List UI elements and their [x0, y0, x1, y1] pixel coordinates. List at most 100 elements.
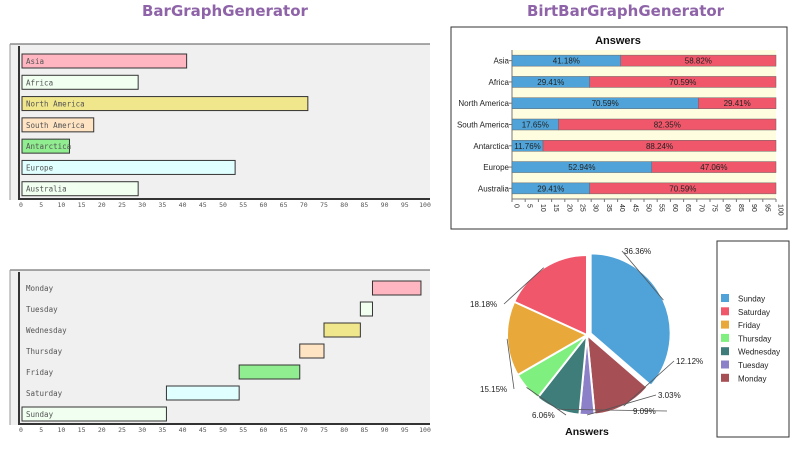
x-tick-label: 95 — [401, 201, 409, 209]
x-tick-label: 25 — [118, 201, 126, 209]
segment-label: 70.59% — [669, 78, 696, 87]
x-tick-label: 10 — [57, 426, 65, 434]
x-tick-label: 30 — [138, 426, 146, 434]
x-tick-label: 5 — [39, 201, 43, 209]
bar-label: Europe — [26, 163, 54, 172]
left-heading: BarGraphGenerator — [142, 2, 308, 20]
bar-label: Tuesday — [26, 305, 58, 314]
segment-asia-2 — [620, 54, 777, 67]
bar-europe — [21, 159, 236, 175]
segment-label: 11.76% — [514, 142, 541, 151]
bar-australia — [21, 181, 139, 197]
x-tick-label: 80 — [340, 426, 348, 434]
segment-label: 70.59% — [592, 99, 619, 108]
category-label: North America — [458, 99, 509, 108]
x-tick-label: 5 — [39, 426, 43, 434]
x-tick-label: 65 — [280, 201, 288, 209]
x-tick-label: 40 — [179, 426, 187, 434]
segment-label: 47.06% — [700, 163, 727, 172]
chart-title: Answers — [595, 35, 641, 47]
bar-wednesday — [323, 322, 361, 338]
bar-label: Monday — [26, 284, 54, 293]
x-tick-label: 0 — [19, 426, 23, 434]
bar-label: South America — [26, 121, 85, 130]
x-tick-label: 0 — [513, 204, 520, 208]
x-tick-label: 15 — [78, 201, 86, 209]
x-tick-label: 55 — [658, 204, 665, 212]
slice-label: 15.15% — [480, 385, 507, 394]
continent-stacked-bar-chart: Answers Asia 41.18% 58.82% Africa 29.41% 70.59… — [450, 26, 788, 230]
x-tick-label: 70 — [300, 426, 308, 434]
x-tick-label: 50 — [645, 204, 652, 212]
x-tick-label: 20 — [98, 201, 106, 209]
slice-label: 6.06% — [532, 411, 555, 420]
legend-swatch — [721, 373, 729, 382]
continent-bar-chart: Asia Africa North America South America Anta… — [9, 43, 431, 209]
x-tick-label: 35 — [158, 201, 166, 209]
category-label: Antarctica — [473, 142, 509, 151]
x-tick-label: 30 — [592, 204, 599, 212]
leader-line — [526, 387, 567, 416]
segment-label: 17.65% — [522, 121, 549, 130]
bar-label: Asia — [26, 57, 44, 66]
bar-africa — [21, 74, 139, 90]
segment-label: 29.41% — [537, 184, 564, 193]
bar-tuesday — [359, 301, 373, 317]
category-label: Africa — [489, 78, 510, 87]
segment-label: 58.82% — [685, 57, 712, 66]
x-tick-label: 40 — [618, 204, 625, 212]
legend-label: Saturday — [738, 308, 770, 317]
x-tick-label: 60 — [259, 201, 267, 209]
legend-label: Wednesday — [738, 348, 780, 357]
pie-title: Answers — [565, 426, 609, 438]
bar-label: Africa — [26, 78, 53, 87]
bar-asia — [21, 53, 188, 69]
category-label: Asia — [493, 57, 509, 66]
legend-label: Sunday — [738, 295, 765, 304]
legend-swatch — [721, 347, 729, 356]
segment-australia-2 — [589, 182, 777, 195]
weekday-gantt-chart: Monday Tuesday Wednesday Thursday Friday Satu… — [9, 269, 431, 434]
category-label: Australia — [478, 184, 510, 193]
bar-north-america — [21, 96, 309, 112]
x-tick-label: 55 — [239, 426, 247, 434]
segment-antarctica-2 — [542, 140, 777, 152]
x-tick-label: 20 — [98, 426, 106, 434]
bar-thursday — [299, 343, 325, 359]
x-tick-label: 70 — [697, 204, 704, 212]
x-tick-label: 55 — [239, 201, 247, 209]
segment-label: 41.18% — [553, 57, 580, 66]
bar-label: Friday — [26, 368, 54, 377]
leader-line — [623, 360, 675, 407]
x-tick-label: 95 — [763, 204, 770, 212]
x-tick-label: 100 — [419, 426, 431, 434]
bar-label: Saturday — [26, 389, 63, 398]
leader-line — [506, 338, 515, 390]
bar-sunday — [21, 406, 167, 422]
x-tick-label: 25 — [579, 204, 586, 212]
x-tick-label: 10 — [539, 204, 546, 212]
segment-europe-2 — [651, 161, 777, 173]
segment-label: 29.41% — [724, 99, 751, 108]
x-tick-label: 15 — [552, 204, 559, 212]
x-tick-label: 35 — [158, 426, 166, 434]
slice-label: 3.03% — [658, 391, 681, 400]
category-label: Europe — [483, 163, 509, 172]
leader-line — [586, 394, 657, 416]
bar-friday — [238, 364, 301, 380]
x-tick-label: 45 — [199, 201, 207, 209]
x-tick-label: 85 — [360, 426, 368, 434]
x-tick-label: 65 — [684, 204, 691, 212]
x-tick-label: 20 — [565, 204, 572, 212]
slice-label: 9.09% — [633, 407, 656, 416]
x-tick-label: 45 — [631, 204, 638, 212]
legend-label: Monday — [738, 374, 766, 383]
x-tick-label: 65 — [280, 426, 288, 434]
bar-south-america — [21, 117, 95, 133]
x-tick-label: 30 — [138, 201, 146, 209]
legend-label: Thursday — [738, 334, 771, 343]
leader-line — [557, 408, 668, 412]
legend-swatch — [721, 294, 729, 302]
bar-label: Wednesday — [26, 326, 67, 335]
x-tick-label: 75 — [711, 204, 718, 212]
